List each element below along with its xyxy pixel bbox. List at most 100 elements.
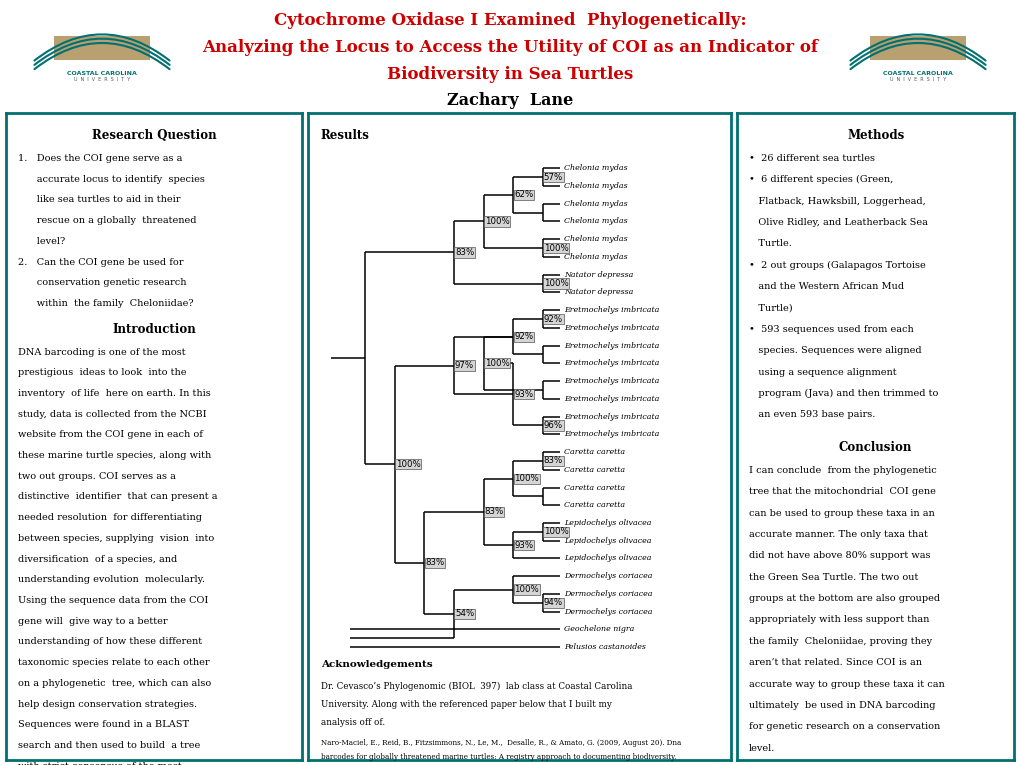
Text: 54%: 54% <box>454 610 474 618</box>
Text: inventory  of life  here on earth. In this: inventory of life here on earth. In this <box>18 389 211 398</box>
Text: Eretmochelys imbricata: Eretmochelys imbricata <box>564 306 659 314</box>
Text: and the Western African Mud: and the Western African Mud <box>748 282 903 291</box>
Text: Dr. Cevasco’s Phylogenomic (BIOL  397)  lab class at Coastal Carolina: Dr. Cevasco’s Phylogenomic (BIOL 397) la… <box>320 682 632 691</box>
Text: Dermochelys coriacea: Dermochelys coriacea <box>564 590 652 598</box>
Text: accurate way to group these taxa it can: accurate way to group these taxa it can <box>748 679 944 689</box>
Text: distinctive  identifier  that can present a: distinctive identifier that can present … <box>18 493 217 502</box>
Text: Eretmochelys imbricata: Eretmochelys imbricata <box>564 360 659 367</box>
Text: these marine turtle species, along with: these marine turtle species, along with <box>18 451 211 460</box>
Text: University. Along with the referenced paper below that I built my: University. Along with the referenced pa… <box>320 699 611 708</box>
Text: for genetic research on a conservation: for genetic research on a conservation <box>748 722 938 731</box>
Text: did not have above 80% support was: did not have above 80% support was <box>748 552 929 561</box>
Text: Results: Results <box>320 129 369 142</box>
Text: the Green Sea Turtle. The two out: the Green Sea Turtle. The two out <box>748 573 917 581</box>
Text: help design conservation strategies.: help design conservation strategies. <box>18 699 197 708</box>
Text: Chelonia mydas: Chelonia mydas <box>564 200 627 208</box>
Text: •  26 different sea turtles: • 26 different sea turtles <box>748 154 873 163</box>
Text: 93%: 93% <box>514 541 533 550</box>
Text: DNA barcoding is one of the most: DNA barcoding is one of the most <box>18 347 185 356</box>
Text: Lepidochelys olivacea: Lepidochelys olivacea <box>564 537 651 545</box>
Text: Zachary  Lane: Zachary Lane <box>446 93 573 109</box>
Text: Flatback, Hawksbill, Loggerhead,: Flatback, Hawksbill, Loggerhead, <box>748 197 924 206</box>
Text: Natator depressa: Natator depressa <box>564 271 633 278</box>
Text: with strict consensus of the most: with strict consensus of the most <box>18 762 181 765</box>
Text: program (Java) and then trimmed to: program (Java) and then trimmed to <box>748 389 937 398</box>
Text: species. Sequences were aligned: species. Sequences were aligned <box>748 347 920 355</box>
Text: I can conclude  from the phylogenetic: I can conclude from the phylogenetic <box>748 466 935 475</box>
Text: taxonomic species relate to each other: taxonomic species relate to each other <box>18 658 209 667</box>
Text: •  2 out groups (Galapagos Tortoise: • 2 out groups (Galapagos Tortoise <box>748 261 924 270</box>
Text: Chelonia mydas: Chelonia mydas <box>564 235 627 243</box>
Bar <box>54 37 151 60</box>
Text: Caretta caretta: Caretta caretta <box>564 501 625 509</box>
Text: •  593 sequences used from each: • 593 sequences used from each <box>748 325 912 334</box>
Text: Eretmochelys imbricata: Eretmochelys imbricata <box>564 324 659 332</box>
Text: groups at the bottom are also grouped: groups at the bottom are also grouped <box>748 594 938 603</box>
Text: level?: level? <box>18 237 65 246</box>
Text: COASTAL CAROLINA: COASTAL CAROLINA <box>882 70 952 76</box>
Text: Chelonia mydas: Chelonia mydas <box>564 217 627 226</box>
Text: Research Question: Research Question <box>92 129 216 142</box>
Text: 100%: 100% <box>543 243 568 252</box>
FancyArrowPatch shape <box>35 39 169 65</box>
Text: 93%: 93% <box>514 390 533 399</box>
Text: 83%: 83% <box>543 457 562 465</box>
Text: Conclusion: Conclusion <box>839 441 911 454</box>
FancyArrowPatch shape <box>850 34 984 60</box>
Text: appropriately with less support than: appropriately with less support than <box>748 615 928 624</box>
Text: level.: level. <box>748 744 774 753</box>
Text: understanding of how these different: understanding of how these different <box>18 637 202 646</box>
Text: two out groups. COI serves as a: two out groups. COI serves as a <box>18 472 175 480</box>
Text: using a sequence alignment: using a sequence alignment <box>748 367 896 376</box>
Text: Cytochrome Oxidase I Examined  Phylogenetically:: Cytochrome Oxidase I Examined Phylogenet… <box>273 12 746 29</box>
Text: Eretmochelys imbricata: Eretmochelys imbricata <box>564 377 659 385</box>
Text: gene will  give way to a better: gene will give way to a better <box>18 617 167 626</box>
Text: 100%: 100% <box>484 359 508 368</box>
Text: Lepidochelys olivacea: Lepidochelys olivacea <box>564 519 651 527</box>
Text: 100%: 100% <box>543 527 568 536</box>
Text: Sequences were found in a BLAST: Sequences were found in a BLAST <box>18 721 189 729</box>
FancyArrowPatch shape <box>35 34 169 60</box>
Text: the family  Cheloniidae, proving they: the family Cheloniidae, proving they <box>748 636 930 646</box>
FancyArrowPatch shape <box>850 43 984 69</box>
Text: 100%: 100% <box>484 217 508 226</box>
Text: Eretmochelys imbricata: Eretmochelys imbricata <box>564 430 659 438</box>
Text: U  N  I  V  E  R  S  I  T  Y: U N I V E R S I T Y <box>73 77 130 82</box>
Text: accurate manner. The only taxa that: accurate manner. The only taxa that <box>748 530 926 539</box>
Text: Eretmochelys imbricata: Eretmochelys imbricata <box>564 342 659 350</box>
Text: Chelonia mydas: Chelonia mydas <box>564 182 627 190</box>
Text: 97%: 97% <box>454 361 474 370</box>
Text: Introduction: Introduction <box>112 323 196 336</box>
Text: Naro-Maciel, E., Reid, B., Fitzsimmons, N., Le, M.,  Desalle, R., & Amato, G. (2: Naro-Maciel, E., Reid, B., Fitzsimmons, … <box>320 739 681 747</box>
Text: 96%: 96% <box>543 421 562 430</box>
Bar <box>869 37 966 60</box>
Text: prestigious  ideas to look  into the: prestigious ideas to look into the <box>18 368 186 377</box>
Text: •  6 different species (Green,: • 6 different species (Green, <box>748 175 892 184</box>
Text: 83%: 83% <box>425 558 444 568</box>
Text: Geochelone nigra: Geochelone nigra <box>564 626 634 633</box>
FancyArrowPatch shape <box>35 43 169 69</box>
Text: 83%: 83% <box>454 248 474 257</box>
Text: Caretta caretta: Caretta caretta <box>564 448 625 456</box>
Text: within  the family  Cheloniidae?: within the family Cheloniidae? <box>18 299 194 308</box>
Text: Dermochelys coriacea: Dermochelys coriacea <box>564 607 652 616</box>
Text: Caretta caretta: Caretta caretta <box>564 483 625 491</box>
Text: Caretta caretta: Caretta caretta <box>564 466 625 474</box>
Text: Using the sequence data from the COI: Using the sequence data from the COI <box>18 596 208 605</box>
Text: Chelonia mydas: Chelonia mydas <box>564 164 627 172</box>
Text: between species, supplying  vision  into: between species, supplying vision into <box>18 534 214 543</box>
Text: 100%: 100% <box>395 460 420 469</box>
Text: barcodes for globally threatened marine turtles: A registry approach to document: barcodes for globally threatened marine … <box>320 754 676 761</box>
Text: diversification  of a species, and: diversification of a species, and <box>18 555 177 564</box>
Text: 57%: 57% <box>543 173 562 181</box>
Text: Pelusios castanoides: Pelusios castanoides <box>564 643 645 651</box>
Text: COASTAL CAROLINA: COASTAL CAROLINA <box>67 70 137 76</box>
Text: like sea turtles to aid in their: like sea turtles to aid in their <box>18 195 180 204</box>
Text: 2.   Can the COI gene be used for: 2. Can the COI gene be used for <box>18 258 183 266</box>
Text: 92%: 92% <box>543 314 562 324</box>
Text: 83%: 83% <box>484 507 503 516</box>
Text: 100%: 100% <box>543 279 568 288</box>
Text: can be used to group these taxa in an: can be used to group these taxa in an <box>748 509 933 518</box>
Text: Olive Ridley, and Leatherback Sea: Olive Ridley, and Leatherback Sea <box>748 218 926 227</box>
Text: Analyzing the Locus to Access the Utility of COI as an Indicator of: Analyzing the Locus to Access the Utilit… <box>202 39 817 56</box>
